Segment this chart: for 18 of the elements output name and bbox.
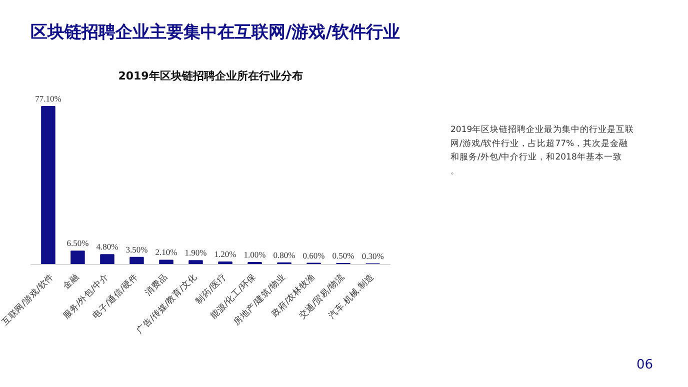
chart-subtitle: 2019年区块链招聘企业所在行业分布 [118,70,303,82]
text: 06 [636,358,654,372]
text: 2019年区块链招聘企业最为集中的行业是互联网/游戏/软件行业，占比超77%，其次是金融和服务/外包/中介行业，和2018年基本一致。 [450,124,634,177]
x-tick-label: 金融 [60,271,82,292]
x-tick-label: 互联网/游戏/软件 [0,271,56,328]
data-label: 0.60% [302,250,325,260]
data-label: 6.50% [66,238,89,248]
data-label: 0.80% [273,250,296,260]
data-label: 77.10% [35,93,62,104]
data-label: 1.00% [244,249,266,260]
data-label: 4.80% [96,242,118,252]
data-label: 0.50% [332,250,354,260]
data-label: 2.10% [155,247,178,258]
chart-title: 区块链招聘企业主要集中在互联网/游戏/软件行业 [30,22,400,42]
data-label: 1.90% [184,248,207,258]
data-label: 1.20% [214,249,236,260]
data-label: 3.50% [126,244,148,254]
data-label: 0.30% [362,250,384,261]
